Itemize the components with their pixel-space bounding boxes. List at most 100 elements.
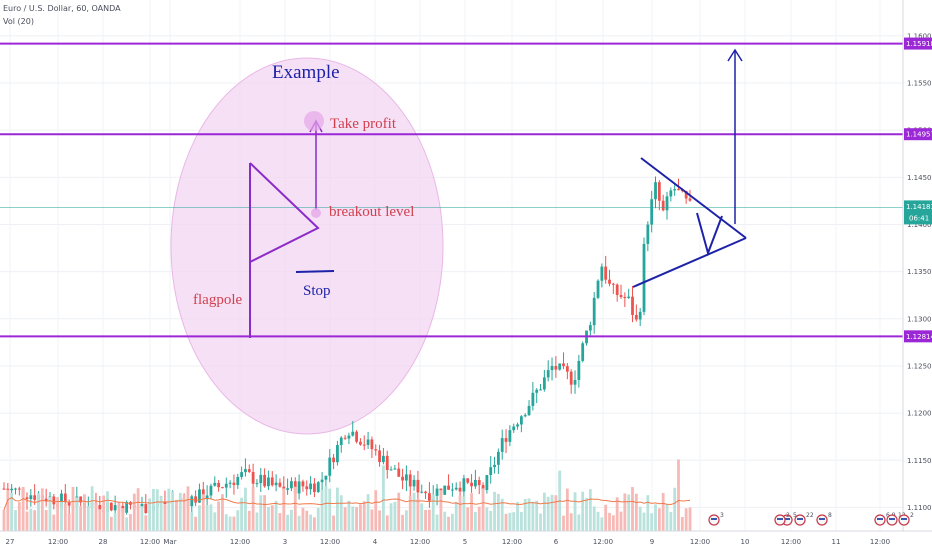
- volume-bar: [313, 517, 316, 531]
- candle: [592, 292, 596, 334]
- volume-bar: [408, 495, 412, 531]
- candle-body: [558, 363, 562, 370]
- candle: [29, 489, 33, 507]
- candle: [634, 304, 638, 322]
- economic-event-marker[interactable]: 22: [794, 512, 814, 526]
- candle: [194, 490, 198, 507]
- volume-bar: [213, 512, 217, 531]
- volume-bar: [615, 497, 619, 531]
- candle-body: [470, 482, 473, 487]
- level-badge-label: 1.14957: [906, 131, 932, 139]
- volume-bar: [129, 514, 132, 531]
- candle: [650, 190, 654, 233]
- candle-body: [531, 392, 535, 406]
- time-tick-label: 6: [554, 538, 559, 546]
- volume-ma-line: [3, 496, 691, 510]
- candle: [10, 484, 14, 494]
- annotation-flagpole: flagpole: [193, 292, 242, 308]
- chart-legend: Euro / U.S. Dollar, 60, OANDA Vol (20): [3, 4, 121, 26]
- price-tick-label: 1.13000: [907, 315, 932, 323]
- candle: [297, 474, 301, 500]
- volume-bar: [278, 513, 282, 531]
- economic-event-marker[interactable]: 3: [708, 512, 724, 526]
- candle-body: [309, 483, 312, 490]
- candle-body: [573, 379, 577, 385]
- candle: [642, 237, 646, 316]
- volume-bar: [224, 514, 228, 531]
- candle-body: [550, 366, 554, 371]
- candle: [366, 431, 370, 449]
- candle: [604, 255, 608, 284]
- volume-bar: [477, 506, 481, 531]
- volume-bar: [286, 514, 289, 531]
- candle-body: [362, 444, 366, 446]
- candle-body: [401, 476, 404, 481]
- candle-body: [113, 505, 117, 511]
- candle-body: [523, 415, 527, 417]
- candle: [278, 478, 282, 488]
- volume-bar: [385, 515, 389, 531]
- candle: [14, 487, 17, 495]
- volume-bar: [447, 516, 450, 531]
- volume-bar: [201, 494, 205, 531]
- volume-bar: [60, 501, 63, 531]
- candle-body: [339, 437, 343, 446]
- candle: [500, 429, 504, 460]
- volume-bar: [136, 488, 140, 531]
- candle-body: [623, 297, 627, 299]
- volume-bar: [209, 504, 213, 531]
- candle-body: [500, 438, 504, 452]
- candle-body: [228, 482, 232, 484]
- time-tick-label: 12:00: [140, 538, 160, 546]
- legend-volume: Vol (20): [3, 17, 34, 26]
- candle: [416, 470, 420, 499]
- candle: [673, 184, 677, 196]
- candle-body: [6, 488, 10, 491]
- candle: [424, 490, 427, 500]
- economic-event-marker[interactable]: 2: [774, 512, 790, 526]
- price-axis: 1.160001.155001.150001.145001.140001.135…: [902, 0, 932, 550]
- candle: [63, 484, 67, 508]
- volume-bar: [347, 500, 351, 531]
- time-tick-label: 3: [283, 538, 287, 546]
- volume-bar: [309, 514, 312, 531]
- candle-body: [450, 489, 454, 491]
- candle: [627, 288, 631, 300]
- time-tick-label: 12:00: [48, 538, 68, 546]
- volume-bar: [267, 506, 270, 531]
- candle-body: [665, 196, 669, 211]
- candle-body: [657, 182, 661, 201]
- volume-bar: [48, 496, 52, 531]
- candle-body: [634, 315, 638, 320]
- candle: [44, 488, 48, 507]
- candle-body: [190, 496, 194, 507]
- time-tick-label: 27: [6, 538, 15, 546]
- candle-body: [604, 266, 608, 280]
- volume-bar: [623, 493, 627, 531]
- economic-event-marker[interactable]: 2: [898, 512, 914, 526]
- economic-event-marker[interactable]: 8: [816, 512, 832, 526]
- volume-bar: [37, 493, 40, 531]
- volume-bar: [485, 507, 489, 531]
- candle-body: [611, 283, 615, 285]
- volume-bar: [389, 503, 393, 531]
- candle-body: [496, 451, 500, 465]
- pennant-upper-line: [640, 157, 747, 239]
- volume-bar: [63, 503, 67, 531]
- volume-bar: [657, 508, 661, 531]
- volume-bar: [427, 509, 431, 531]
- candle: [585, 330, 588, 346]
- volume-bar: [673, 487, 677, 531]
- volume-bar: [182, 494, 186, 531]
- price-tick-label: 1.14500: [907, 174, 932, 182]
- candle-body: [485, 475, 489, 491]
- candle-body: [316, 482, 320, 492]
- candle-body: [290, 481, 293, 489]
- candle: [588, 321, 592, 336]
- candle-body: [508, 430, 512, 442]
- volume-bar: [500, 498, 504, 531]
- candle-body: [527, 405, 531, 416]
- candle-body: [627, 296, 631, 298]
